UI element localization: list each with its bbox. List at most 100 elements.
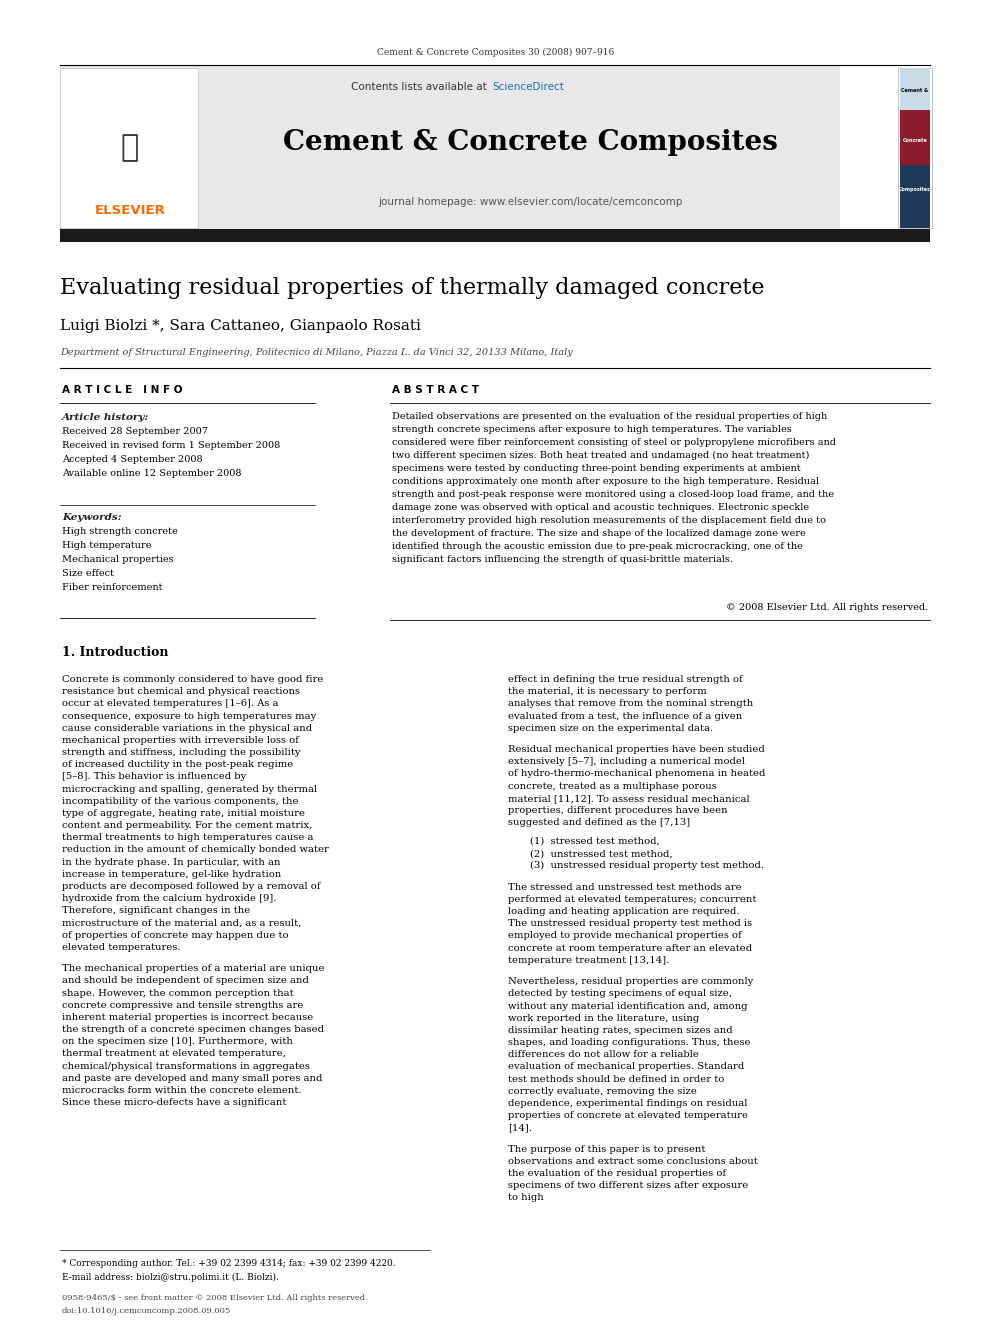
Text: occur at elevated temperatures [1–6]. As a: occur at elevated temperatures [1–6]. As… — [62, 700, 279, 708]
Text: [14].: [14]. — [508, 1123, 532, 1132]
Text: conditions approximately one month after exposure to the high temperature. Resid: conditions approximately one month after… — [392, 476, 819, 486]
Text: analyses that remove from the nominal strength: analyses that remove from the nominal st… — [508, 700, 753, 708]
Text: Accepted 4 September 2008: Accepted 4 September 2008 — [62, 455, 202, 464]
Text: shapes, and loading configurations. Thus, these: shapes, and loading configurations. Thus… — [508, 1039, 751, 1046]
Text: consequence, exposure to high temperatures may: consequence, exposure to high temperatur… — [62, 712, 316, 721]
Text: strength concrete specimens after exposure to high temperatures. The variables: strength concrete specimens after exposu… — [392, 425, 792, 434]
Text: Since these micro-defects have a significant: Since these micro-defects have a signifi… — [62, 1098, 287, 1107]
Text: work reported in the literature, using: work reported in the literature, using — [508, 1013, 699, 1023]
Text: Size effect: Size effect — [62, 569, 114, 578]
Text: specimens of two different sizes after exposure: specimens of two different sizes after e… — [508, 1181, 748, 1191]
Text: material [11,12]. To assess residual mechanical: material [11,12]. To assess residual mec… — [508, 794, 750, 803]
Text: Composites: Composites — [899, 188, 931, 193]
Text: Concrete: Concrete — [903, 138, 928, 143]
Text: The unstressed residual property test method is: The unstressed residual property test me… — [508, 919, 752, 929]
Text: microcracking and spalling, generated by thermal: microcracking and spalling, generated by… — [62, 785, 317, 794]
Text: test methods should be defined in order to: test methods should be defined in order … — [508, 1074, 724, 1084]
Text: concrete at room temperature after an elevated: concrete at room temperature after an el… — [508, 943, 752, 953]
Text: 🌲: 🌲 — [121, 134, 139, 163]
Text: and paste are developed and many small pores and: and paste are developed and many small p… — [62, 1074, 322, 1082]
Text: Contents lists available at: Contents lists available at — [351, 82, 490, 93]
Text: properties of concrete at elevated temperature: properties of concrete at elevated tempe… — [508, 1111, 748, 1121]
Text: The mechanical properties of a material are unique: The mechanical properties of a material … — [62, 964, 324, 974]
Text: ELSEVIER: ELSEVIER — [94, 204, 166, 217]
Text: cause considerable variations in the physical and: cause considerable variations in the phy… — [62, 724, 312, 733]
Text: detected by testing specimens of equal size,: detected by testing specimens of equal s… — [508, 990, 732, 999]
Text: (3)  unstressed residual property test method.: (3) unstressed residual property test me… — [530, 861, 764, 871]
Text: Concrete is commonly considered to have good fire: Concrete is commonly considered to have … — [62, 675, 323, 684]
Text: concrete, treated as a multiphase porous: concrete, treated as a multiphase porous — [508, 782, 717, 791]
Text: dependence, experimental findings on residual: dependence, experimental findings on res… — [508, 1099, 747, 1107]
Text: Evaluating residual properties of thermally damaged concrete: Evaluating residual properties of therma… — [60, 277, 765, 299]
Text: dissimilar heating rates, specimen sizes and: dissimilar heating rates, specimen sizes… — [508, 1025, 733, 1035]
Text: differences do not allow for a reliable: differences do not allow for a reliable — [508, 1050, 699, 1060]
Text: interferometry provided high resolution measurements of the displacement field d: interferometry provided high resolution … — [392, 516, 826, 525]
Text: * Corresponding author. Tel.: +39 02 2399 4314; fax: +39 02 2399 4220.: * Corresponding author. Tel.: +39 02 239… — [62, 1258, 396, 1267]
Text: (2)  unstressed test method,: (2) unstressed test method, — [530, 849, 673, 859]
Text: thermal treatments to high temperatures cause a: thermal treatments to high temperatures … — [62, 833, 313, 843]
Text: of properties of concrete may happen due to: of properties of concrete may happen due… — [62, 930, 289, 939]
Text: loading and heating application are required.: loading and heating application are requ… — [508, 908, 739, 916]
Text: Department of Structural Engineering, Politecnico di Milano, Piazza L. da Vinci : Department of Structural Engineering, Po… — [60, 348, 572, 356]
Text: without any material identification and, among: without any material identification and,… — [508, 1002, 748, 1011]
Text: © 2008 Elsevier Ltd. All rights reserved.: © 2008 Elsevier Ltd. All rights reserved… — [726, 603, 928, 613]
Text: identified through the acoustic emission due to pre-peak microcracking, one of t: identified through the acoustic emission… — [392, 541, 803, 550]
Text: content and permeability. For the cement matrix,: content and permeability. For the cement… — [62, 822, 312, 830]
Text: specimens were tested by conducting three-point bending experiments at ambient: specimens were tested by conducting thre… — [392, 464, 801, 472]
Text: to high: to high — [508, 1193, 544, 1203]
Text: Nevertheless, residual properties are commonly: Nevertheless, residual properties are co… — [508, 978, 753, 986]
Text: strength and stiffness, including the possibility: strength and stiffness, including the po… — [62, 747, 301, 757]
Text: two different specimen sizes. Both heat treated and undamaged (no heat treatment: two different specimen sizes. Both heat … — [392, 451, 809, 460]
Text: A B S T R A C T: A B S T R A C T — [392, 385, 479, 396]
Text: evaluation of mechanical properties. Standard: evaluation of mechanical properties. Sta… — [508, 1062, 744, 1072]
Text: and should be independent of specimen size and: and should be independent of specimen si… — [62, 976, 309, 986]
Text: Fiber reinforcement: Fiber reinforcement — [62, 583, 163, 593]
Text: (1)  stressed test method,: (1) stressed test method, — [530, 837, 660, 845]
Text: The stressed and unstressed test methods are: The stressed and unstressed test methods… — [508, 882, 742, 892]
Text: High strength concrete: High strength concrete — [62, 528, 178, 537]
Text: specimen size on the experimental data.: specimen size on the experimental data. — [508, 724, 713, 733]
Text: shape. However, the common perception that: shape. However, the common perception th… — [62, 988, 294, 998]
Text: inherent material properties is incorrect because: inherent material properties is incorrec… — [62, 1013, 313, 1021]
FancyBboxPatch shape — [900, 110, 930, 165]
Text: thermal treatment at elevated temperature,: thermal treatment at elevated temperatur… — [62, 1049, 286, 1058]
Text: Therefore, significant changes in the: Therefore, significant changes in the — [62, 906, 250, 916]
Text: The purpose of this paper is to present: The purpose of this paper is to present — [508, 1144, 705, 1154]
Text: hydroxide from the calcium hydroxide [9].: hydroxide from the calcium hydroxide [9]… — [62, 894, 277, 904]
FancyBboxPatch shape — [898, 67, 932, 228]
Text: significant factors influencing the strength of quasi-brittle materials.: significant factors influencing the stre… — [392, 554, 733, 564]
Text: evaluated from a test, the influence of a given: evaluated from a test, the influence of … — [508, 712, 742, 721]
Text: on the specimen size [10]. Furthermore, with: on the specimen size [10]. Furthermore, … — [62, 1037, 293, 1046]
FancyBboxPatch shape — [900, 67, 930, 110]
Text: of increased ductility in the post-peak regime: of increased ductility in the post-peak … — [62, 761, 294, 769]
Text: chemical/physical transformations in aggregates: chemical/physical transformations in agg… — [62, 1061, 310, 1070]
Text: strength and post-peak response were monitored using a closed-loop load frame, a: strength and post-peak response were mon… — [392, 490, 834, 499]
FancyBboxPatch shape — [60, 66, 840, 230]
Text: extensively [5–7], including a numerical model: extensively [5–7], including a numerical… — [508, 757, 745, 766]
Text: A R T I C L E   I N F O: A R T I C L E I N F O — [62, 385, 183, 396]
Text: type of aggregate, heating rate, initial moisture: type of aggregate, heating rate, initial… — [62, 808, 305, 818]
Text: Cement &: Cement & — [902, 87, 929, 93]
Text: Luigi Biolzi *, Sara Cattaneo, Gianpaolo Rosati: Luigi Biolzi *, Sara Cattaneo, Gianpaolo… — [60, 319, 421, 333]
Text: microcracks form within the concrete element.: microcracks form within the concrete ele… — [62, 1086, 302, 1095]
Text: performed at elevated temperatures; concurrent: performed at elevated temperatures; conc… — [508, 894, 756, 904]
Text: suggested and defined as the [7,13]: suggested and defined as the [7,13] — [508, 818, 690, 827]
Text: Detailed observations are presented on the evaluation of the residual properties: Detailed observations are presented on t… — [392, 411, 827, 421]
Text: [5–8]. This behavior is influenced by: [5–8]. This behavior is influenced by — [62, 773, 246, 782]
Text: products are decomposed followed by a removal of: products are decomposed followed by a re… — [62, 882, 320, 890]
FancyBboxPatch shape — [60, 67, 198, 228]
Text: the strength of a concrete specimen changes based: the strength of a concrete specimen chan… — [62, 1025, 324, 1035]
Text: the development of fracture. The size and shape of the localized damage zone wer: the development of fracture. The size an… — [392, 529, 806, 537]
Text: correctly evaluate, removing the size: correctly evaluate, removing the size — [508, 1086, 696, 1095]
Text: Residual mechanical properties have been studied: Residual mechanical properties have been… — [508, 745, 765, 754]
Text: reduction in the amount of chemically bonded water: reduction in the amount of chemically bo… — [62, 845, 329, 855]
Text: microstructure of the material and, as a result,: microstructure of the material and, as a… — [62, 918, 302, 927]
Text: High temperature: High temperature — [62, 541, 152, 550]
Text: concrete compressive and tensile strengths are: concrete compressive and tensile strengt… — [62, 1000, 304, 1009]
Text: Received 28 September 2007: Received 28 September 2007 — [62, 427, 208, 437]
Text: effect in defining the true residual strength of: effect in defining the true residual str… — [508, 675, 743, 684]
FancyBboxPatch shape — [900, 165, 930, 228]
Text: ScienceDirect: ScienceDirect — [492, 82, 563, 93]
Text: in the hydrate phase. In particular, with an: in the hydrate phase. In particular, wit… — [62, 857, 281, 867]
Text: increase in temperature, gel-like hydration: increase in temperature, gel-like hydrat… — [62, 869, 282, 878]
